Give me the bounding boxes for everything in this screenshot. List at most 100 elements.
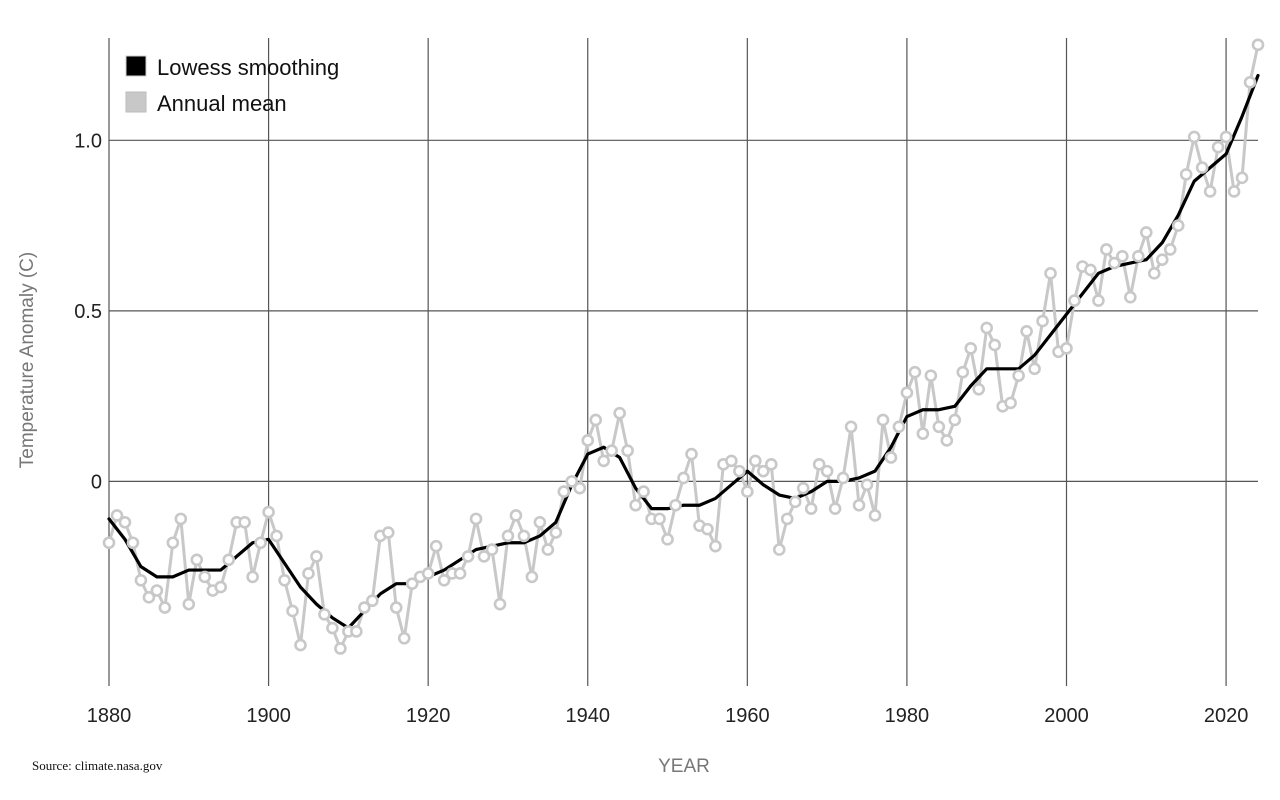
annual-mean-point (389, 601, 403, 614)
x-tick-label: 2020 (1204, 705, 1249, 727)
annual-mean-point (1044, 267, 1057, 280)
annual-mean-point (812, 458, 826, 471)
x-tick-label: 1980 (885, 705, 930, 727)
annual-mean-point (565, 475, 579, 488)
annual-mean-point (198, 570, 212, 584)
annual-mean-point (1187, 130, 1201, 144)
annual-mean-point (421, 567, 435, 580)
annual-mean-point (294, 638, 307, 652)
annual-mean-point (238, 515, 251, 529)
annual-mean-point (1100, 243, 1113, 256)
annual-mean-point (254, 536, 267, 550)
annual-mean-point (932, 420, 946, 434)
y-axis-title: Temperature Anomaly (C) (17, 252, 38, 468)
annual-mean-point (1163, 243, 1177, 256)
annual-mean-point (1235, 171, 1249, 185)
annual-mean-point (190, 553, 204, 567)
annual-mean-point (725, 454, 738, 468)
annual-mean-point (916, 427, 930, 440)
annual-mean-point (1084, 263, 1097, 277)
annual-mean-point (174, 512, 188, 526)
annual-mean-point (246, 570, 259, 584)
annual-mean-point (358, 601, 371, 614)
annual-mean-point (972, 382, 986, 396)
annual-mean-point (1203, 185, 1217, 198)
annual-mean-point (733, 464, 746, 478)
annual-mean-point (1060, 342, 1073, 355)
annual-mean-point (366, 594, 379, 608)
annual-mean-point (437, 573, 451, 587)
annual-mean-point (780, 512, 794, 526)
series-layer (102, 38, 1265, 655)
annual-mean-point (1068, 294, 1081, 307)
annual-mean-point (509, 509, 523, 522)
annual-mean-point (637, 485, 650, 498)
annual-mean-point (1108, 256, 1121, 270)
annual-mean-point (804, 502, 818, 515)
annual-mean-point (110, 509, 124, 522)
annual-mean-point (948, 413, 962, 427)
annual-mean-point (1179, 168, 1193, 181)
annual-mean-point (1155, 253, 1169, 266)
annual-mean-point (541, 543, 555, 556)
annual-mean-point (493, 597, 507, 611)
annual-mean-point (613, 406, 626, 420)
annual-mean-point (525, 570, 539, 584)
annual-mean-point (1219, 130, 1233, 144)
annual-mean-point (166, 536, 180, 550)
annual-mean-point (549, 526, 563, 539)
annual-mean-point (884, 451, 898, 464)
annual-mean-point (956, 365, 970, 379)
series-line-lowess-smoothing (107, 73, 1260, 630)
annual-mean-point (453, 567, 467, 580)
annual-mean-point (302, 567, 315, 580)
annual-mean-point (605, 444, 618, 457)
annual-mean-point (868, 509, 882, 522)
annual-mean-point (709, 539, 722, 553)
annual-mean-point (158, 601, 172, 614)
annual-mean-point (860, 478, 874, 492)
annual-mean-point (381, 526, 395, 539)
y-axis-ticks: 0 0.5 1.0 (74, 130, 102, 493)
annual-mean-point (629, 498, 642, 512)
annual-mean-point (214, 580, 228, 594)
annual-mean-point (1004, 396, 1017, 410)
y-tick-label: 0 (91, 471, 102, 493)
annual-mean-point (701, 522, 714, 536)
annual-mean-point (621, 444, 634, 457)
legend-label-lowess: Lowess smoothing (157, 55, 339, 80)
annual-mean-point (764, 458, 778, 471)
annual-mean-point (118, 515, 132, 529)
annual-mean-point (286, 604, 299, 618)
annual-mean-point (405, 577, 419, 590)
annual-mean-point (852, 498, 866, 512)
annual-mean-point (278, 573, 291, 587)
annual-mean-point (741, 485, 754, 498)
annual-mean-point (1251, 38, 1265, 52)
annual-mean-point (350, 625, 363, 638)
annual-mean-point (262, 505, 275, 519)
annual-mean-point (326, 621, 339, 635)
annual-mean-point (126, 536, 140, 550)
annual-mean-point (469, 512, 483, 526)
annual-mean-point (1020, 325, 1033, 338)
legend-label-annual: Annual mean (157, 91, 287, 116)
annual-mean-point (924, 369, 938, 382)
annual-mean-point (517, 529, 531, 543)
annual-mean-point (102, 536, 116, 550)
annual-mean-point (1036, 314, 1049, 328)
annual-mean-point (134, 573, 148, 587)
annual-mean-point (597, 454, 611, 468)
annual-mean-point (844, 420, 858, 434)
x-tick-label: 2000 (1044, 705, 1089, 727)
x-axis-ticks: 1880 1900 1920 1940 1960 1980 2000 2020 (87, 705, 1249, 727)
x-tick-label: 1900 (246, 705, 291, 727)
annual-mean-point (1116, 249, 1129, 263)
annual-mean-point (310, 550, 323, 563)
annual-mean-point (820, 464, 834, 478)
annual-mean-point (429, 539, 443, 553)
annual-mean-point (1243, 76, 1257, 89)
annual-mean-point (222, 553, 235, 567)
x-axis-title: YEAR (658, 756, 710, 777)
annual-mean-point (828, 502, 842, 515)
